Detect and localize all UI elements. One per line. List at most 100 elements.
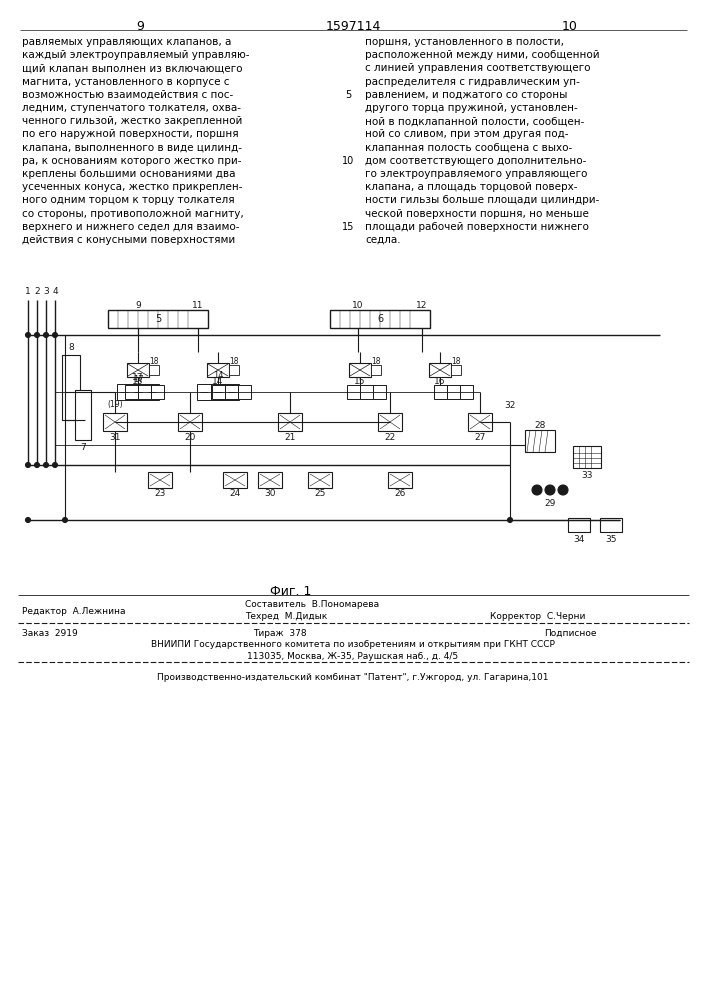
Text: каждый электроуправляемый управляю-: каждый электроуправляемый управляю- [22, 50, 250, 60]
Text: 1: 1 [25, 288, 31, 296]
Text: 10: 10 [342, 156, 354, 166]
Circle shape [532, 485, 542, 495]
Text: 15: 15 [354, 377, 366, 386]
Text: 18: 18 [451, 358, 461, 366]
Text: 18: 18 [229, 358, 239, 366]
Bar [429, 363, 451, 377]
Bar [573, 446, 601, 468]
Text: 12: 12 [416, 300, 428, 310]
Bar [148, 472, 172, 488]
Text: 16: 16 [434, 377, 445, 386]
Text: 9: 9 [136, 20, 144, 33]
Text: площади рабочей поверхности нижнего: площади рабочей поверхности нижнего [365, 222, 589, 232]
Text: 18: 18 [149, 358, 159, 366]
Text: 5: 5 [155, 314, 161, 324]
Circle shape [52, 462, 57, 468]
Text: ВНИИПИ Государственного комитета по изобретениям и открытиям при ГКНТ СССР: ВНИИПИ Государственного комитета по изоб… [151, 640, 555, 649]
Text: распределителя с гидравлическим уп-: распределителя с гидравлическим уп- [365, 77, 580, 87]
Bar [207, 363, 229, 377]
Text: 7: 7 [80, 444, 86, 452]
Bar [330, 310, 430, 328]
Text: Подписное: Подписное [544, 629, 596, 638]
Circle shape [44, 332, 49, 338]
Text: седла.: седла. [365, 235, 401, 245]
Bar [62, 355, 80, 420]
Circle shape [558, 485, 568, 495]
Bar [125, 385, 138, 399]
Bar [258, 472, 282, 488]
Text: клапана, выполненного в виде цилинд-: клапана, выполненного в виде цилинд- [22, 143, 242, 153]
Bar [197, 384, 211, 400]
Bar [371, 365, 381, 375]
Circle shape [25, 462, 30, 468]
Circle shape [44, 462, 49, 468]
Text: 28: 28 [534, 420, 546, 430]
Bar [229, 365, 239, 375]
Text: магнита, установленного в корпусе с: магнита, установленного в корпусе с [22, 77, 230, 87]
Bar [75, 390, 91, 440]
Text: 20: 20 [185, 432, 196, 442]
Text: 31: 31 [110, 432, 121, 442]
Text: 17: 17 [132, 373, 144, 382]
Bar [451, 365, 461, 375]
Bar [103, 413, 127, 431]
Bar [378, 413, 402, 431]
Bar [131, 384, 145, 400]
Circle shape [35, 332, 40, 338]
Bar [278, 413, 302, 431]
Bar [525, 430, 555, 452]
Bar [223, 472, 247, 488]
Text: 4: 4 [52, 288, 58, 296]
Text: поршня, установленного в полости,: поршня, установленного в полости, [365, 37, 564, 47]
Text: ледним, ступенчатого толкателя, охва-: ледним, ступенчатого толкателя, охва- [22, 103, 241, 113]
Text: 29: 29 [544, 499, 556, 508]
Text: Производственно-издательский комбинат "Патент", г.Ужгород, ул. Гагарина,101: Производственно-издательский комбинат "П… [157, 673, 549, 682]
Bar [211, 384, 225, 400]
Text: 34: 34 [573, 536, 585, 544]
Text: 21: 21 [284, 432, 296, 442]
Circle shape [508, 518, 513, 522]
Text: ности гильзы больше площади цилиндри-: ности гильзы больше площади цилиндри- [365, 195, 600, 205]
Text: го электроуправляемого управляющего: го электроуправляемого управляющего [365, 169, 588, 179]
Text: 1597114: 1597114 [325, 20, 380, 33]
Text: 14: 14 [212, 377, 223, 386]
Text: 33: 33 [581, 472, 592, 481]
Text: щий клапан выполнен из включающего: щий клапан выполнен из включающего [22, 63, 243, 73]
Text: верхнего и нижнего седел для взаимо-: верхнего и нижнего седел для взаимо- [22, 222, 240, 232]
Text: с линией управления соответствующего: с линией управления соответствующего [365, 63, 590, 73]
Text: 22: 22 [385, 432, 396, 442]
Text: 11: 11 [192, 300, 204, 310]
Bar [138, 385, 151, 399]
Text: 23: 23 [154, 489, 165, 498]
Text: Редактор  А.Лежнина: Редактор А.Лежнина [22, 607, 126, 616]
Text: 5: 5 [345, 90, 351, 100]
Text: 9: 9 [135, 300, 141, 310]
Bar [434, 385, 447, 399]
Text: ной в подклапанной полости, сообщен-: ной в подклапанной полости, сообщен- [365, 116, 585, 126]
Bar [373, 385, 386, 399]
Text: ческой поверхности поршня, но меньше: ческой поверхности поршня, но меньше [365, 209, 589, 219]
Bar [145, 384, 159, 400]
Text: усеченных конуса, жестко прикреплен-: усеченных конуса, жестко прикреплен- [22, 182, 243, 192]
Circle shape [35, 462, 40, 468]
Text: 6: 6 [377, 314, 383, 324]
Circle shape [25, 518, 30, 522]
Text: 24: 24 [229, 489, 240, 498]
Text: действия с конусными поверхностями: действия с конусными поверхностями [22, 235, 235, 245]
Bar [225, 385, 238, 399]
Text: 8: 8 [68, 344, 74, 353]
Text: возможностью взаимодействия с пос-: возможностью взаимодействия с пос- [22, 90, 233, 100]
Text: Составитель  В.Пономарева: Составитель В.Пономарева [245, 600, 379, 609]
Text: 13: 13 [132, 377, 144, 386]
Circle shape [52, 332, 57, 338]
Text: 26: 26 [395, 489, 406, 498]
Text: 18: 18 [371, 358, 381, 366]
Bar [225, 384, 239, 400]
Bar [108, 310, 208, 328]
Text: клапана, а площадь торцовой поверх-: клапана, а площадь торцовой поверх- [365, 182, 578, 192]
Text: 14: 14 [213, 370, 223, 379]
Text: 15: 15 [341, 222, 354, 232]
Text: Заказ  2919: Заказ 2919 [22, 629, 78, 638]
Bar [600, 518, 622, 532]
Text: ра, к основаниям которого жестко при-: ра, к основаниям которого жестко при- [22, 156, 242, 166]
